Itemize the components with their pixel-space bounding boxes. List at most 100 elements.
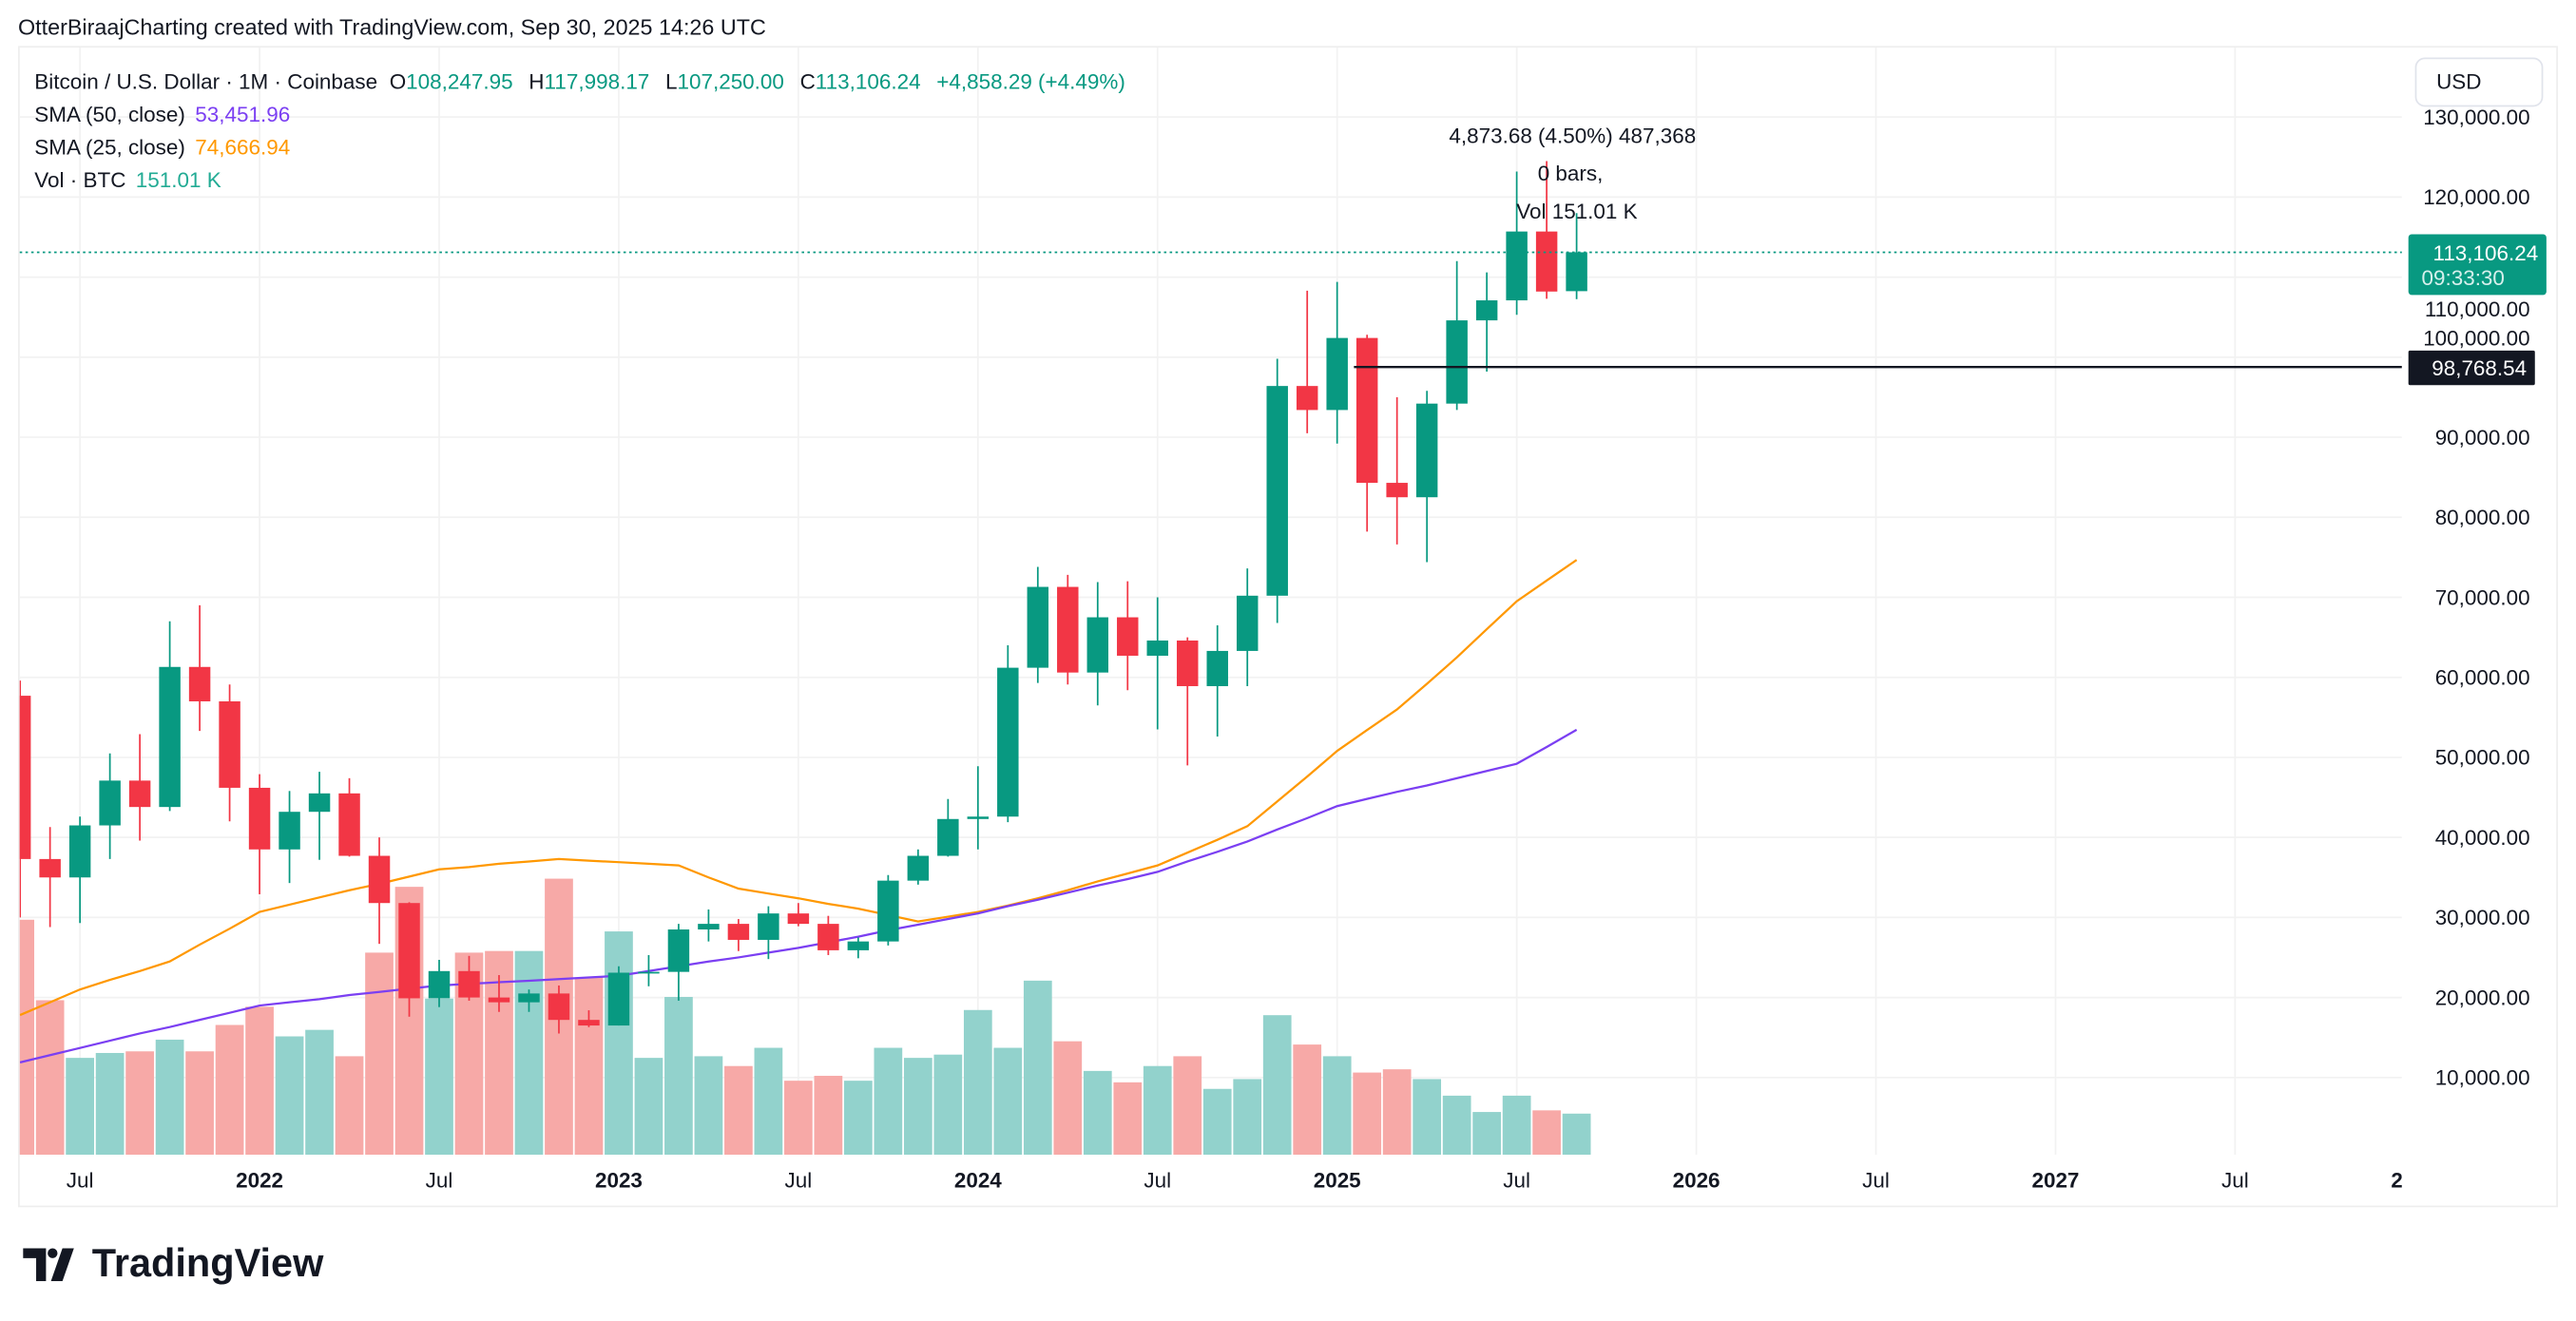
high-value: 117,998.17 (544, 68, 650, 94)
candle-body (39, 858, 61, 878)
open-label: O (389, 68, 407, 94)
candle-body (877, 880, 899, 942)
volume-bar (1262, 1015, 1292, 1155)
sma25-value: 74,666.94 (195, 134, 291, 160)
candle (1535, 161, 1558, 299)
legend-main: Bitcoin / U.S. Dollar · 1M · Coinbase O 1… (34, 66, 1125, 99)
candle (548, 985, 570, 1034)
volume-bar (245, 1006, 274, 1155)
candle-body (997, 667, 1019, 817)
volume-bar (664, 997, 693, 1155)
low-label: L (664, 68, 678, 94)
price-tick-label: 30,000.00 (2435, 906, 2530, 929)
candle-body (1266, 386, 1288, 596)
volume-bar (35, 1000, 65, 1155)
measure-range: 4,873.68 (4.50%) 487,368 (1449, 123, 1697, 148)
time-tick-label: 2022 (236, 1169, 283, 1193)
candle (19, 680, 31, 918)
candle (39, 827, 61, 928)
candle-body (368, 855, 391, 904)
price-tick-label: 20,000.00 (2435, 986, 2530, 1009)
candle-body (458, 970, 480, 998)
volume-bar (724, 1065, 753, 1155)
candle-body (398, 903, 420, 999)
volume-bar (1293, 1044, 1322, 1155)
close-value: 113,106.24 (815, 68, 921, 94)
candle (1386, 396, 1408, 545)
volume-bar (1053, 1041, 1083, 1155)
volume-bar (1083, 1070, 1112, 1155)
candle (398, 902, 420, 1017)
candle-body (19, 696, 31, 859)
candle (847, 937, 870, 959)
candle-body (937, 818, 959, 856)
volume-bar (1143, 1065, 1172, 1155)
volume-bar (754, 1047, 783, 1155)
candle-body (667, 929, 690, 972)
candle-body (1415, 403, 1438, 498)
volume-bar (66, 1058, 94, 1155)
volume-bar (1322, 1056, 1352, 1155)
price-tick-label: 100,000.00 (2423, 327, 2529, 351)
measure-volume: Vol 151.01 K (1516, 199, 1638, 224)
candle-body (1177, 640, 1199, 686)
tradingview-logo[interactable]: TradingView (23, 1242, 323, 1288)
candle (458, 955, 480, 1001)
volume-bar (95, 1052, 125, 1155)
candle-body (1086, 617, 1109, 673)
candle-body (1027, 586, 1049, 668)
candle (1117, 581, 1139, 691)
currency-button[interactable]: USD (2414, 57, 2544, 107)
candle-body (607, 972, 630, 1026)
change-value: +4,858.29 (+4.49%) (936, 68, 1125, 94)
attribution: OtterBiraajCharting created with Trading… (18, 14, 766, 40)
candle (1027, 566, 1049, 683)
volume-bar (993, 1047, 1023, 1155)
candle (1177, 637, 1199, 766)
candle (787, 903, 810, 927)
volume-bar (155, 1039, 184, 1155)
volume-bar (19, 919, 35, 1155)
candle-body (1146, 640, 1168, 656)
candle (219, 684, 240, 822)
candle (368, 837, 391, 945)
candle (428, 960, 451, 1007)
legend-sma25[interactable]: SMA (25, close) 74,666.94 (34, 131, 1125, 164)
legend-sma50[interactable]: SMA (50, close) 53,451.96 (34, 99, 1125, 132)
price-tick-label: 130,000.00 (2423, 105, 2529, 129)
last-price-label-bg (2408, 234, 2547, 296)
candle (1236, 568, 1259, 686)
candle-body (817, 924, 839, 950)
volume-bar (784, 1081, 813, 1155)
candle-body (1206, 650, 1228, 686)
candle (1206, 624, 1228, 737)
candle (159, 621, 181, 812)
candle (248, 774, 271, 894)
candle-body (1236, 595, 1259, 651)
tradingview-logo-icon (23, 1248, 74, 1282)
legend-volume[interactable]: Vol · BTC 151.01 K (34, 164, 1125, 198)
volume-bar (275, 1036, 304, 1155)
measure-bars: 0 bars, (1537, 161, 1604, 186)
candle (1415, 391, 1438, 563)
volume-bar (844, 1081, 873, 1155)
candle-body (1506, 231, 1528, 301)
candle-body (99, 780, 121, 826)
time-axis[interactable]: Jul 2022 Jul 2023 Jul 2024 Jul 2025 Jul 2026 Jul 20… (67, 1169, 2439, 1193)
price-tick-label: 90,000.00 (2435, 426, 2530, 450)
candle-body (1326, 337, 1348, 411)
candle (967, 766, 990, 850)
candle (488, 975, 510, 1012)
volume-bar (814, 1076, 843, 1155)
volume-bar (514, 950, 544, 1155)
candle-body (787, 913, 810, 925)
candle (68, 816, 91, 924)
symbol-title[interactable]: Bitcoin / U.S. Dollar · 1M · Coinbase (34, 68, 378, 94)
volume-bar (1502, 1095, 1531, 1155)
time-tick-label: 2028 (2391, 1169, 2438, 1193)
candle-body (159, 666, 181, 808)
price-axis[interactable]: 130,000.00 120,000.00 110,000.00 100,000.00… (2423, 105, 2529, 1090)
candle-body (488, 997, 510, 1003)
